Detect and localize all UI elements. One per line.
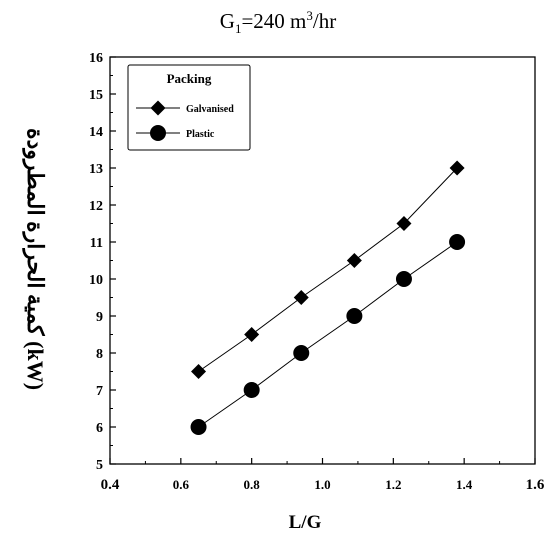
x-tick-label: 0.6 xyxy=(173,477,190,492)
title-suffix: /hr xyxy=(312,9,337,33)
series-line-plastic xyxy=(198,241,458,428)
y-tick-label: 7 xyxy=(96,384,103,399)
x-tick-label: 1.4 xyxy=(456,477,473,492)
y-tick-label: 15 xyxy=(89,88,103,103)
data-point-galvanised xyxy=(396,216,412,231)
legend: Packing Galvanised Plastic xyxy=(127,64,251,151)
legend-title: Packing xyxy=(167,71,212,86)
legend-label-galvanised: Galvanised xyxy=(186,104,234,115)
data-point-galvanised xyxy=(293,290,309,305)
chart-title: G1=240 m3/hr xyxy=(0,8,556,37)
legend-label-plastic: Plastic xyxy=(186,129,215,140)
x-tick-label: 0.8 xyxy=(244,477,261,492)
y-tick-label: 16 xyxy=(89,51,103,66)
x-tick-label: 1.2 xyxy=(385,477,401,492)
y-tick-label: 11 xyxy=(90,236,103,251)
data-point-plastic xyxy=(346,308,363,324)
data-point-plastic xyxy=(293,345,310,361)
data-point-plastic xyxy=(190,419,207,435)
title-superscript: 3 xyxy=(306,8,313,23)
series-line-galvanised xyxy=(198,167,458,372)
legend-marker-plastic xyxy=(150,125,166,141)
x-tick-label: 1.6 xyxy=(526,477,545,493)
data-point-plastic xyxy=(449,234,466,250)
y-tick-label: 9 xyxy=(96,310,103,325)
y-tick-label: 12 xyxy=(89,199,103,214)
y-tick-label: 6 xyxy=(96,421,103,436)
data-point-plastic xyxy=(243,382,260,398)
title-subscript: 1 xyxy=(234,21,242,37)
y-tick-label: 10 xyxy=(89,273,103,288)
y-tick-label: 8 xyxy=(96,347,103,362)
y-tick-label: 14 xyxy=(89,125,103,140)
data-point-galvanised xyxy=(346,253,362,268)
x-axis-label: L/G xyxy=(288,512,322,533)
y-tick-label: 5 xyxy=(96,458,103,473)
data-point-plastic xyxy=(395,271,412,287)
data-point-galvanised xyxy=(449,160,465,176)
title-middle: =240 m xyxy=(241,9,307,33)
title-prefix: G xyxy=(219,9,235,33)
y-tick-label: 13 xyxy=(89,162,103,177)
data-point-galvanised xyxy=(244,327,260,342)
data-point-galvanised xyxy=(191,364,207,379)
x-tick-label: 0.4 xyxy=(101,477,120,493)
legend-marker-galvanised xyxy=(150,100,166,116)
x-tick-label: 1.0 xyxy=(314,477,330,492)
